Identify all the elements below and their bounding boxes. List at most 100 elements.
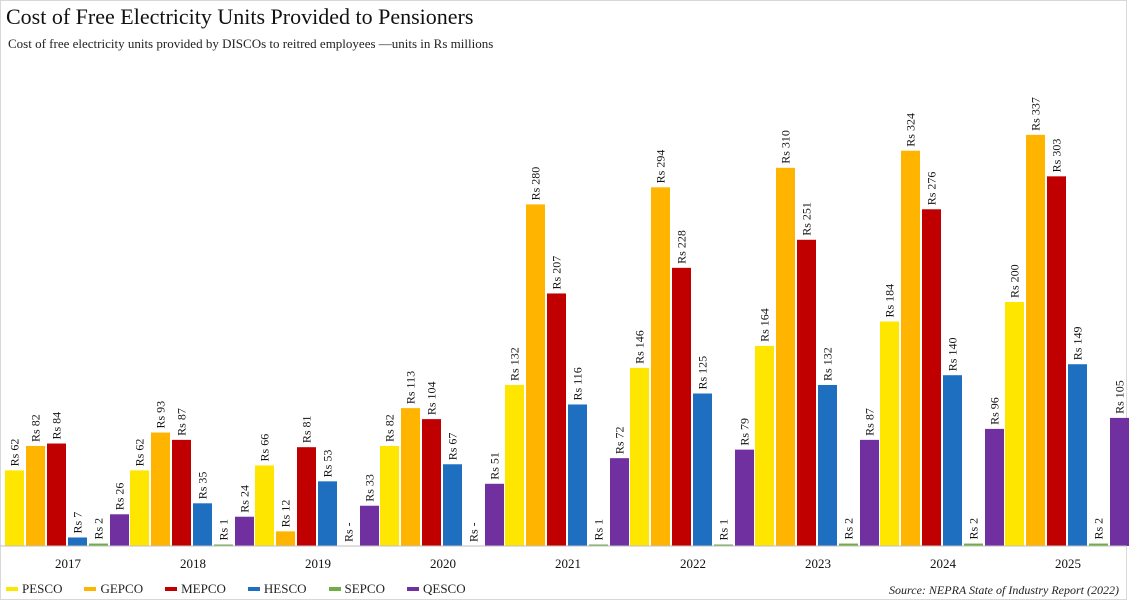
bar-hesco-2017 xyxy=(68,537,87,546)
data-label-hesco-2020: Rs 67 xyxy=(446,433,460,461)
legend-item-sepco: SEPCO xyxy=(328,581,385,597)
data-label-gepco-2022: Rs 294 xyxy=(654,150,668,184)
bar-qesco-2017 xyxy=(110,514,129,546)
bar-pesco-2020 xyxy=(380,445,399,546)
data-label-sepco-2019: Rs - xyxy=(342,522,356,542)
x-axis: 2017 2018 2019 2020 2021 2022 2023 2024 2025 xyxy=(0,545,1127,571)
data-label-hesco-2017: Rs 7 xyxy=(71,512,85,534)
legend-item-hesco: HESCO xyxy=(247,581,307,597)
data-label-pesco-2020: Rs 82 xyxy=(383,414,397,442)
data-label-qesco-2018: Rs 24 xyxy=(238,485,252,513)
data-label-sepco-2017: Rs 2 xyxy=(92,518,106,540)
x-tick-label-2020: 2020 xyxy=(430,556,456,571)
bar-hesco-2022 xyxy=(693,393,712,546)
data-label-qesco-2020: Rs 51 xyxy=(488,452,502,480)
data-label-qesco-2017: Rs 26 xyxy=(113,483,127,511)
legend-swatch-hesco xyxy=(247,587,260,591)
bar-mepco-2024 xyxy=(922,209,941,546)
legend: PESCO GEPCO MEPCO HESCO SEPCO QESCO xyxy=(6,581,466,597)
data-label-qesco-2024: Rs 96 xyxy=(988,397,1002,425)
data-label-gepco-2019: Rs 12 xyxy=(279,500,293,528)
data-label-hesco-2018: Rs 35 xyxy=(196,472,210,500)
bar-gepco-2024 xyxy=(901,150,920,546)
bar-mepco-2020 xyxy=(422,419,441,546)
legend-swatch-qesco xyxy=(406,587,419,591)
data-label-hesco-2021: Rs 116 xyxy=(571,367,585,400)
bar-pesco-2017 xyxy=(5,470,24,546)
legend-swatch-mepco xyxy=(165,587,178,591)
data-label-mepco-2019: Rs 81 xyxy=(300,415,314,443)
data-label-gepco-2017: Rs 82 xyxy=(29,414,43,442)
data-label-hesco-2019: Rs 53 xyxy=(321,450,335,478)
bar-qesco-2018 xyxy=(235,516,254,546)
bar-pesco-2021 xyxy=(505,384,524,546)
bar-pesco-2022 xyxy=(630,367,649,546)
legend-swatch-pesco xyxy=(6,587,18,591)
data-label-mepco-2022: Rs 228 xyxy=(675,230,689,264)
data-label-pesco-2022: Rs 146 xyxy=(633,330,647,364)
legend-label-hesco: HESCO xyxy=(263,581,307,596)
bar-hesco-2020 xyxy=(443,464,462,546)
data-label-mepco-2017: Rs 84 xyxy=(50,412,64,440)
data-label-mepco-2024: Rs 276 xyxy=(925,172,939,206)
x-tick-label-2024: 2024 xyxy=(930,556,957,571)
bar-mepco-2022 xyxy=(672,267,691,546)
bar-qesco-2023 xyxy=(860,439,879,546)
legend-item-gepco: GEPCO xyxy=(84,581,143,597)
data-label-pesco-2024: Rs 184 xyxy=(883,284,897,318)
bar-gepco-2022 xyxy=(651,187,670,546)
bar-hesco-2025 xyxy=(1068,364,1087,546)
bar-gepco-2019 xyxy=(276,531,295,546)
x-tick-label-2022: 2022 xyxy=(680,556,706,571)
bar-pesco-2019 xyxy=(255,465,274,546)
bar-qesco-2019 xyxy=(360,505,379,546)
data-label-mepco-2025: Rs 303 xyxy=(1050,139,1064,173)
data-label-hesco-2025: Rs 149 xyxy=(1071,327,1085,361)
data-label-gepco-2025: Rs 337 xyxy=(1029,97,1043,131)
bars-layer xyxy=(5,134,1129,547)
x-tick-label-2019: 2019 xyxy=(305,556,331,571)
bar-gepco-2020 xyxy=(401,408,420,546)
legend-swatch-gepco xyxy=(84,587,97,591)
legend-item-qesco: QESCO xyxy=(406,581,466,597)
bar-mepco-2023 xyxy=(797,239,816,546)
bar-sepco-2025 xyxy=(1089,543,1108,546)
data-label-pesco-2025: Rs 200 xyxy=(1008,264,1022,298)
bar-mepco-2019 xyxy=(297,447,316,546)
data-label-sepco-2025: Rs 2 xyxy=(1092,518,1106,540)
legend-label-gepco: GEPCO xyxy=(100,581,144,596)
data-label-hesco-2022: Rs 125 xyxy=(696,356,710,390)
bar-gepco-2023 xyxy=(776,167,795,547)
bar-hesco-2021 xyxy=(568,404,587,546)
bar-sepco-2018 xyxy=(214,544,233,546)
bar-sepco-2017 xyxy=(89,543,108,546)
data-label-sepco-2021: Rs 1 xyxy=(592,519,606,541)
x-tick-label-2025: 2025 xyxy=(1055,556,1081,571)
bar-sepco-2022 xyxy=(714,544,733,546)
bar-qesco-2025 xyxy=(1110,417,1129,546)
bar-hesco-2023 xyxy=(818,384,837,546)
data-label-qesco-2025: Rs 105 xyxy=(1113,380,1127,414)
bar-pesco-2023 xyxy=(755,345,774,546)
data-label-sepco-2023: Rs 2 xyxy=(842,518,856,540)
data-label-qesco-2021: Rs 72 xyxy=(613,426,627,454)
data-label-gepco-2023: Rs 310 xyxy=(779,130,793,164)
data-label-gepco-2018: Rs 93 xyxy=(154,401,168,429)
data-label-sepco-2024: Rs 2 xyxy=(967,518,981,540)
x-tick-label-2017: 2017 xyxy=(55,556,82,571)
chart-subtitle: Cost of free electricity units provided … xyxy=(8,36,494,51)
bar-hesco-2018 xyxy=(193,503,212,546)
bar-hesco-2019 xyxy=(318,481,337,546)
data-label-mepco-2018: Rs 87 xyxy=(175,408,189,436)
data-label-gepco-2020: Rs 113 xyxy=(404,371,418,404)
data-label-qesco-2019: Rs 33 xyxy=(363,474,377,502)
data-label-gepco-2024: Rs 324 xyxy=(904,113,918,147)
data-label-gepco-2021: Rs 280 xyxy=(529,167,543,201)
data-label-mepco-2021: Rs 207 xyxy=(550,256,564,290)
legend-label-sepco: SEPCO xyxy=(344,581,385,596)
bar-mepco-2021 xyxy=(547,293,566,546)
legend-swatch-sepco xyxy=(328,587,341,591)
bar-gepco-2025 xyxy=(1026,134,1045,547)
